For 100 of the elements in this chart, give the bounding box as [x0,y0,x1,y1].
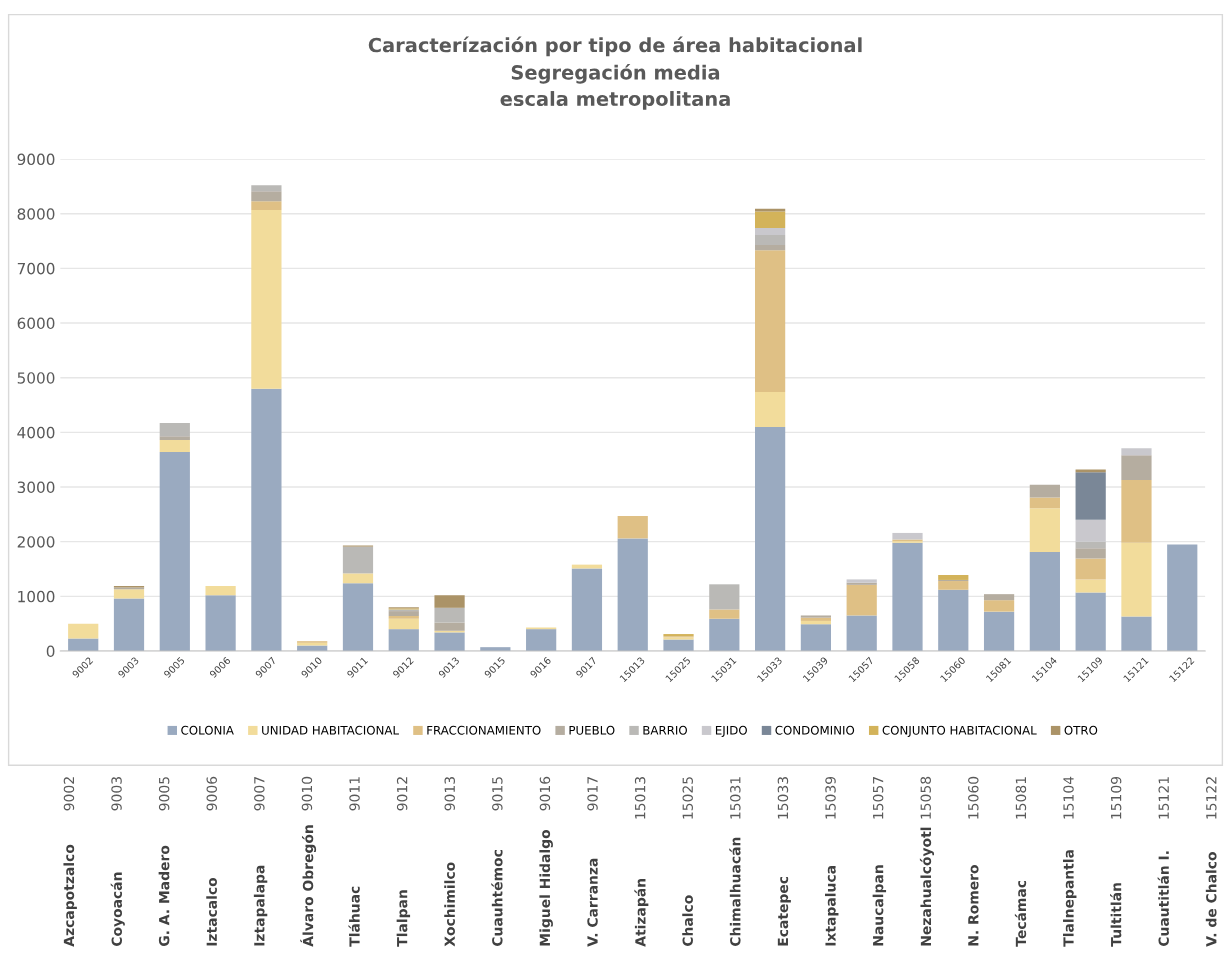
bar [755,250,786,392]
bar [1075,541,1106,549]
text: Ixtapaluca [825,866,839,946]
bar [1167,544,1198,651]
bar [1075,579,1106,593]
text: Naucalpan [872,865,887,946]
y-tick-label: 9000 [17,153,55,166]
bar [251,201,282,210]
bar [342,573,374,584]
text: V. de Chalco [1205,852,1217,947]
bar [755,391,786,427]
bar [388,618,419,630]
bar [434,622,465,631]
legend-label: UNIDAD HABITACIONAL [262,725,399,735]
bar [892,542,923,651]
bar [1029,508,1060,553]
text: Álvaro Obregón [300,825,317,947]
bar [983,594,1015,601]
text: 15058 [920,776,931,819]
y-tick-label: 1000 [18,590,55,603]
text: 9005 [158,777,170,811]
bar [617,538,648,651]
text: Chimalhuacán [729,837,741,947]
text: 9006 [206,776,217,811]
bar [846,584,877,616]
bar [983,600,1015,612]
text: 9003 [111,777,122,811]
text: Azcapotzalco [63,844,77,947]
text: 15013 [634,777,646,819]
text: Chalco [682,895,693,947]
text: 9007 [254,777,265,811]
text: Iztapalapa [253,865,268,946]
y-tick-label: 3000 [17,481,55,494]
bar [1029,497,1060,509]
legend-label: BARRIO [643,725,687,735]
bar [388,616,419,619]
legend-label: COLONIA [181,725,234,735]
text: 15039 [825,776,836,819]
bar [1029,552,1060,651]
text: 9010 [301,776,313,811]
bar [159,440,190,453]
bar [1075,548,1106,559]
bar [617,515,648,539]
text: 9012 [396,777,408,811]
text: Xochimilco [444,862,455,947]
bar [1029,484,1060,498]
y-tick-label: 4000 [17,426,55,439]
bar [205,595,236,651]
bar [1121,616,1152,651]
bar [342,583,374,651]
bar [113,598,145,651]
bar [800,624,832,651]
bar [434,607,465,623]
bar [251,185,282,192]
bar [159,452,190,651]
text: 9013 [444,777,455,811]
bar [159,436,190,441]
legend-label: OTRO [1064,725,1098,735]
text: Cuautitlán I. [1157,851,1169,947]
y-tick-label: 6000 [17,317,55,330]
y-tick-label: 8000 [17,208,55,220]
bar [709,618,740,651]
bar [938,575,969,580]
y-tick-label: 7000 [17,262,55,275]
text: Tultitlán [1110,883,1122,947]
bar [1121,542,1152,617]
bar [1075,519,1106,542]
text: 9002 [63,777,75,811]
bar [755,208,786,212]
bar [938,589,969,651]
bar [709,609,740,619]
bar [251,388,282,651]
text: Iztacalco [206,877,217,946]
bar [938,581,969,590]
bar [755,426,786,651]
bar [755,235,786,245]
bar [800,620,832,625]
text: 15081 [1015,777,1027,819]
bar [1075,558,1106,580]
bar [342,546,374,574]
bar [755,244,786,251]
text: 9011 [349,777,360,811]
text: 9016 [539,776,551,811]
text: G. A. Madero [158,845,170,947]
bar [1075,472,1106,520]
text: Tlalnepantla [1063,850,1077,947]
text: Coyoacán [110,872,125,947]
bar [1121,455,1152,480]
y-tick-label: 2000 [17,536,55,548]
bar [755,211,786,228]
text: 9015 [492,777,503,811]
text: 15031 [730,777,741,819]
text: 15060 [968,776,979,819]
legend-label: EJIDO [715,725,747,737]
bar [68,638,99,651]
text: 15104 [1063,776,1074,819]
text: Tlalpan [396,890,411,947]
text: 15057 [872,777,884,819]
bar [68,623,99,639]
chart-title: Caracterízación por tipo de área habitacional Segregación media escala metropolitana [368,36,862,110]
